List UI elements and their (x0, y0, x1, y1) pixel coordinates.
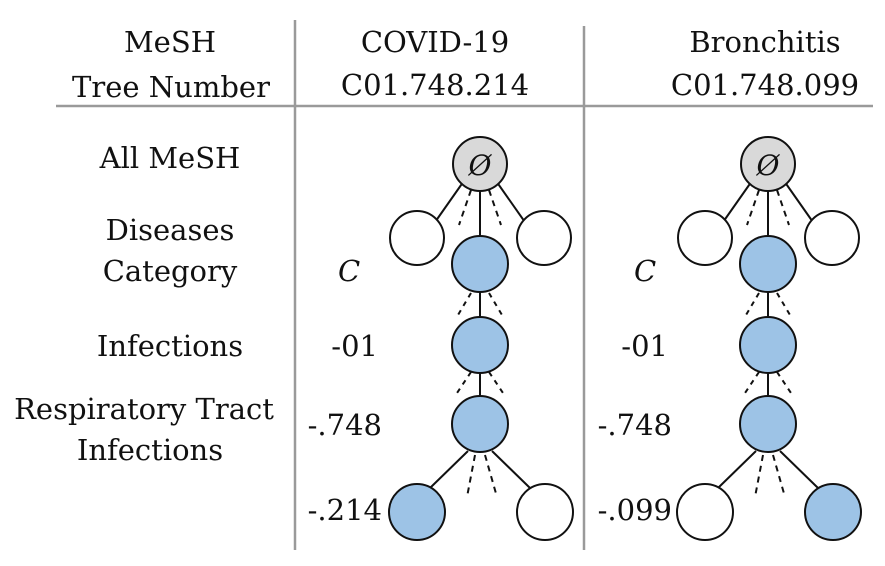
node-a-category-left (389, 210, 445, 266)
tree-bronchitis (676, 136, 862, 541)
code-b-category: C (634, 254, 657, 288)
level-label-category: Category (102, 254, 238, 288)
header-bronchitis: Bronchitis (689, 25, 841, 59)
edge-b-resp-leaf-left (717, 450, 757, 489)
code-a-category: C (338, 254, 361, 288)
edge-b-inf-dash-l (744, 371, 760, 394)
level-label-diseases: Diseases (105, 213, 235, 247)
header-mesh: MeSH (123, 25, 216, 59)
node-b-category-right (804, 210, 860, 266)
node-b-category-left (677, 210, 733, 266)
edge-a-root-right (493, 177, 528, 226)
edge-b-resp-leaf-right (779, 450, 819, 489)
node-b-leaf-right (804, 483, 862, 541)
edge-a-inf-dash-r (488, 371, 504, 394)
tree-number-bronchitis: C01.748.099 (670, 68, 860, 102)
edge-b-root-dash-l (746, 189, 760, 226)
edge-a-resp-dash-2 (484, 454, 498, 498)
node-a-respiratory (451, 395, 509, 453)
node-a-root-symbol: Ø (468, 149, 493, 182)
node-b-category (739, 235, 797, 293)
level-label-respiratory-tract: Respiratory Tract (14, 392, 274, 426)
level-label-infections: Infections (96, 329, 244, 363)
node-a-category (451, 235, 509, 293)
edge-a-root-dash-l (458, 189, 472, 226)
node-a-infections (451, 316, 509, 374)
edge-a-resp-dash-1 (466, 454, 476, 498)
edge-a-root-dash-r (488, 189, 502, 226)
level-label-all-mesh: All MeSH (99, 141, 241, 175)
node-a-leaf-left (388, 483, 446, 541)
code-b-leaf: -.099 (597, 493, 672, 527)
node-b-root-symbol: Ø (756, 149, 781, 182)
code-b-respiratory: -.748 (597, 408, 672, 442)
edge-b-root-dash-r (776, 189, 790, 226)
node-a-root (452, 136, 508, 192)
edge-b-resp-dash-2 (772, 454, 786, 498)
edge-b-cat-dash-r (776, 292, 791, 316)
level-label-respiratory-infections: Infections (76, 433, 224, 467)
edge-a-inf-dash-l (456, 371, 472, 394)
edge-a-root-left (432, 177, 467, 226)
edge-b-root-right (781, 177, 816, 226)
node-b-infections (739, 316, 797, 374)
node-b-root (740, 136, 796, 192)
code-a-leaf: -.214 (307, 493, 382, 527)
edge-b-inf-dash-r (776, 371, 792, 394)
edge-a-resp-leaf-left (429, 450, 469, 489)
edge-b-root-left (720, 177, 755, 226)
node-b-leaf-left (676, 483, 734, 541)
tree-covid19 (388, 136, 574, 541)
node-a-leaf-right (516, 483, 574, 541)
code-b-infections: -01 (621, 329, 668, 363)
tree-number-label: Tree Number (72, 70, 270, 104)
edge-a-cat-dash-r (488, 292, 503, 316)
edge-b-resp-dash-1 (754, 454, 764, 498)
node-a-category-right (516, 210, 572, 266)
header-covid19: COVID-19 (360, 25, 510, 59)
node-b-respiratory (739, 395, 797, 453)
code-a-respiratory: -.748 (307, 408, 382, 442)
edge-a-resp-leaf-right (491, 450, 531, 489)
edge-a-cat-dash-l (457, 292, 472, 316)
tree-number-covid19: C01.748.214 (340, 68, 530, 102)
edge-b-cat-dash-l (745, 292, 760, 316)
code-a-infections: -01 (331, 329, 378, 363)
